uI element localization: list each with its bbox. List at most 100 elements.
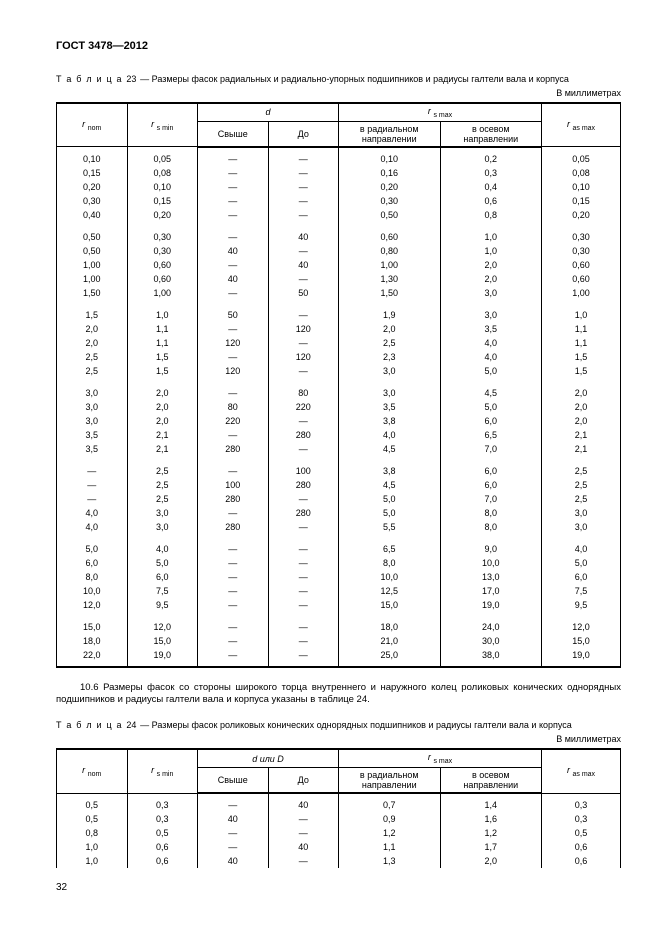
table-row: 1,00,6—401,11,70,6 (57, 840, 621, 854)
table-cell: — (198, 612, 269, 634)
table-cell: 0,6 (127, 854, 198, 868)
table-row: 0,100,05——0,100,20,05 (57, 147, 621, 166)
table-cell: — (268, 208, 339, 222)
th-rsmax: r s max (339, 103, 542, 121)
table-cell: 3,0 (440, 286, 542, 300)
table-row: 18,015,0——21,030,015,0 (57, 634, 621, 648)
table-cell: 50 (198, 300, 269, 322)
table-cell: 3,0 (127, 520, 198, 534)
table-cell: 0,60 (542, 258, 621, 272)
table-cell: 0,7 (339, 793, 441, 812)
table-cell: 2,1 (127, 442, 198, 456)
table-cell: 38,0 (440, 648, 542, 667)
table-row: 0,400,20——0,500,80,20 (57, 208, 621, 222)
table-cell: 3,0 (339, 364, 441, 378)
table-cell: 6,5 (440, 428, 542, 442)
table-cell: 50 (268, 286, 339, 300)
table-cell: 1,9 (339, 300, 441, 322)
table-cell: 0,40 (57, 208, 128, 222)
th-rs-ax: в осевом направлении (440, 121, 542, 147)
table-cell: 12,5 (339, 584, 441, 598)
table-cell: — (268, 826, 339, 840)
table-cell: 0,4 (440, 180, 542, 194)
table-row: 3,02,0220—3,86,02,0 (57, 414, 621, 428)
table-cell: 280 (198, 492, 269, 506)
table-cell: 0,20 (339, 180, 441, 194)
table-cell: 4,0 (542, 534, 621, 556)
th-rs-rad: в радиальном направлении (339, 121, 441, 147)
table-cell: — (198, 222, 269, 244)
table-cell: 8,0 (440, 506, 542, 520)
table-cell: 0,08 (127, 166, 198, 180)
table-cell: 6,0 (440, 456, 542, 478)
table-cell: 0,8 (440, 208, 542, 222)
table-cell: 8,0 (339, 556, 441, 570)
table-cell: 2,5 (57, 350, 128, 364)
th-rasmax: r as max (542, 103, 621, 147)
table-cell: 2,5 (57, 364, 128, 378)
th-rsmin-sym: r (151, 765, 154, 775)
th-rsmin: r s min (127, 749, 198, 793)
table-cell: — (198, 147, 269, 166)
table-cell: — (57, 478, 128, 492)
table-cell: — (268, 244, 339, 258)
table-cell: 80 (268, 378, 339, 400)
table-cell: 120 (198, 336, 269, 350)
table-cell: 22,0 (57, 648, 128, 667)
table-row: —2,5—1003,86,02,5 (57, 456, 621, 478)
table-cell: 0,9 (339, 812, 441, 826)
table-cell: 1,5 (127, 350, 198, 364)
table-cell: 15,0 (127, 634, 198, 648)
table-cell: 0,30 (127, 222, 198, 244)
table-cell: 280 (268, 506, 339, 520)
table-row: 2,01,1120—2,54,01,1 (57, 336, 621, 350)
table-cell: — (198, 506, 269, 520)
table-cell: 1,50 (339, 286, 441, 300)
table-cell: — (57, 456, 128, 478)
table-cell: 4,5 (440, 378, 542, 400)
table-cell: 10,0 (440, 556, 542, 570)
table-cell: 3,8 (339, 456, 441, 478)
th-d-sym: d или D (252, 754, 284, 764)
table-cell: 1,1 (542, 322, 621, 336)
table-row: 22,019,0——25,038,019,0 (57, 648, 621, 667)
table-cell: 1,00 (339, 258, 441, 272)
table-cell: — (268, 854, 339, 868)
table-cell: 1,4 (440, 793, 542, 812)
table-cell: 7,5 (127, 584, 198, 598)
table-cell: 3,5 (440, 322, 542, 336)
table-cell: 6,5 (339, 534, 441, 556)
table-cell: 0,60 (127, 272, 198, 286)
table-row: 3,02,0802203,55,02,0 (57, 400, 621, 414)
table-row: —2,5280—5,07,02,5 (57, 492, 621, 506)
table-cell: 80 (198, 400, 269, 414)
table-row: 4,03,0—2805,08,03,0 (57, 506, 621, 520)
th-rsmax-sub: s max (433, 758, 452, 765)
table-cell: 1,2 (440, 826, 542, 840)
table-cell: 10,0 (339, 570, 441, 584)
table-cell: 1,50 (57, 286, 128, 300)
table-cell: 280 (268, 428, 339, 442)
table24: r nom r s min d или D r s max r as max (56, 748, 621, 868)
table-cell: 0,6 (542, 840, 621, 854)
table-cell: 3,8 (339, 414, 441, 428)
table-cell: 0,20 (127, 208, 198, 222)
table-cell: 2,5 (127, 456, 198, 478)
table-cell: — (268, 272, 339, 286)
table-cell: 6,0 (440, 414, 542, 428)
th-rsmax-sub: s max (433, 112, 452, 119)
caption-num: 24 (126, 720, 136, 730)
table-row: 0,80,5——1,21,20,5 (57, 826, 621, 840)
table-cell: 40 (268, 793, 339, 812)
th-d: d или D (198, 749, 339, 767)
table-cell: 0,05 (542, 147, 621, 166)
table-cell: 100 (268, 456, 339, 478)
table-cell: 1,3 (339, 854, 441, 868)
table-cell: — (198, 556, 269, 570)
table-cell: 0,10 (57, 147, 128, 166)
table-cell: 2,0 (542, 400, 621, 414)
th-rsmin-sub: s min (157, 125, 174, 132)
table-cell: 0,6 (440, 194, 542, 208)
table-cell: 2,0 (57, 336, 128, 350)
table-cell: 0,5 (57, 812, 128, 826)
